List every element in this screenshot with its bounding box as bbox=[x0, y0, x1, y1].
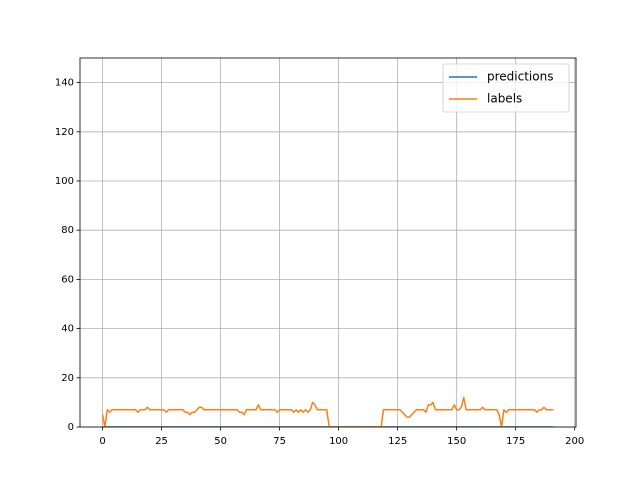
y-tick-label: 20 bbox=[61, 373, 74, 384]
x-tick-label: 100 bbox=[329, 436, 348, 447]
axes-frame bbox=[79, 57, 577, 428]
x-tick-label: 175 bbox=[506, 436, 525, 447]
x-tick-label: 75 bbox=[273, 436, 286, 447]
plot-background bbox=[80, 58, 576, 427]
y-tick-label: 120 bbox=[55, 127, 74, 138]
x-tick-label: 25 bbox=[155, 436, 168, 447]
x-tick-label: 50 bbox=[214, 436, 227, 447]
y-tick-label: 140 bbox=[55, 78, 74, 89]
legend-label: predictions bbox=[487, 70, 553, 84]
y-tick-label: 40 bbox=[61, 324, 74, 335]
legend-label: labels bbox=[487, 92, 522, 106]
y-tick-label: 100 bbox=[55, 176, 74, 187]
x-tick-label: 200 bbox=[565, 436, 584, 447]
y-tick-label: 80 bbox=[61, 225, 74, 236]
x-tick-label: 125 bbox=[388, 436, 407, 447]
y-tick-label: 60 bbox=[61, 274, 74, 285]
series-line bbox=[101, 396, 554, 427]
x-tick-label: 0 bbox=[99, 436, 105, 447]
legend-box bbox=[442, 63, 570, 113]
y-tick-label: 0 bbox=[68, 422, 74, 433]
x-tick-label: 150 bbox=[447, 436, 466, 447]
